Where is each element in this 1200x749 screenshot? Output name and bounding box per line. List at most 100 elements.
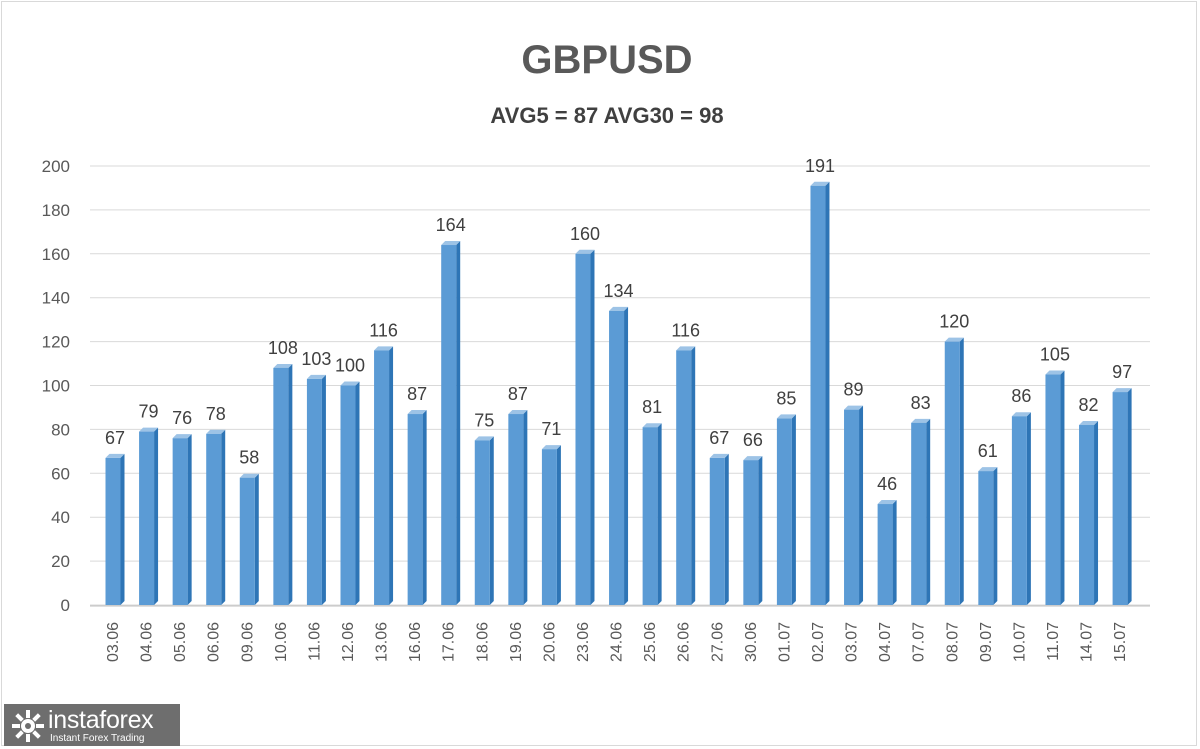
bar-side <box>758 456 763 605</box>
x-tick-label: 09.07 <box>978 622 995 662</box>
data-label: 85 <box>776 388 796 408</box>
bar-top <box>206 429 226 434</box>
data-label: 71 <box>541 419 561 439</box>
data-label: 103 <box>301 349 331 369</box>
y-tick-label: 20 <box>51 552 70 571</box>
data-label: 81 <box>642 397 662 417</box>
bar-front <box>642 427 658 605</box>
watermark-tagline: Instant Forex Trading <box>50 733 145 744</box>
x-tick-label: 10.06 <box>273 622 290 662</box>
x-tick-label: 27.06 <box>709 622 726 662</box>
y-tick-label: 60 <box>51 464 70 483</box>
bar-front <box>340 385 356 605</box>
data-label: 82 <box>1079 395 1099 415</box>
bar <box>575 249 595 606</box>
bar-top <box>1112 388 1132 393</box>
bar <box>374 346 394 605</box>
bar-front <box>911 422 927 605</box>
bar <box>1079 421 1099 605</box>
bar-top <box>273 363 293 368</box>
bar-front <box>1011 416 1027 605</box>
x-tick-label: 24.06 <box>609 622 626 662</box>
bar-side <box>456 241 461 605</box>
bar-front <box>508 414 524 605</box>
bar-front <box>374 350 390 605</box>
bar-side <box>1127 388 1132 605</box>
data-label: 89 <box>844 380 864 400</box>
bar-front <box>172 438 188 605</box>
y-tick-label: 140 <box>42 289 70 308</box>
bar-top <box>1011 412 1031 417</box>
bar <box>1112 388 1132 605</box>
data-label: 134 <box>604 281 634 301</box>
x-tick-label: 04.07 <box>877 622 894 662</box>
data-label: 67 <box>709 428 729 448</box>
bar-side <box>590 249 595 606</box>
instaforex-logo-icon <box>12 710 44 742</box>
data-label: 100 <box>335 356 365 376</box>
y-tick-label: 180 <box>42 201 70 220</box>
bar-side <box>691 346 696 605</box>
bar-side <box>926 418 931 605</box>
data-label: 87 <box>508 384 528 404</box>
bar-front <box>575 253 591 606</box>
bar-top <box>877 500 897 505</box>
chart-title: GBPUSD <box>521 38 693 82</box>
bar-side <box>791 414 796 605</box>
bar <box>877 500 897 605</box>
bar <box>911 418 931 605</box>
bar-top <box>810 181 830 186</box>
bar-front <box>609 310 625 605</box>
bar <box>206 429 226 605</box>
bar-side <box>321 374 326 605</box>
bar-top <box>340 381 360 386</box>
bar-top <box>407 410 427 415</box>
bar <box>642 423 662 605</box>
x-tick-label: 05.06 <box>172 622 189 662</box>
data-label: 86 <box>1011 386 1031 406</box>
bar-top <box>676 346 696 351</box>
data-label: 61 <box>978 441 998 461</box>
bar <box>676 346 696 605</box>
bar-front <box>776 418 792 605</box>
y-tick-label: 40 <box>51 508 70 527</box>
x-tick-label: 04.06 <box>139 622 156 662</box>
bar-top <box>978 467 998 472</box>
bar-side <box>422 410 427 605</box>
bar <box>441 241 461 605</box>
bar <box>105 453 125 605</box>
x-axis-ticks: 03.06 04.06 05.06 06.06 09.06 10.06 11.06 12.06… <box>105 622 1129 662</box>
bar-side <box>624 306 629 605</box>
data-label: 79 <box>139 402 159 422</box>
y-tick-label: 160 <box>42 245 70 264</box>
bar <box>1045 370 1065 605</box>
bar-top <box>306 374 326 379</box>
x-tick-label: 12.06 <box>340 622 357 662</box>
bar-top <box>374 346 394 351</box>
bar-side <box>154 427 159 605</box>
x-tick-label: 14.07 <box>1079 622 1096 662</box>
x-tick-label: 16.06 <box>407 622 424 662</box>
bar <box>139 427 159 605</box>
data-label: 76 <box>172 408 192 428</box>
x-tick-label: 30.06 <box>743 622 760 662</box>
bar <box>978 467 998 605</box>
data-label: 97 <box>1112 362 1132 382</box>
data-label: 67 <box>105 428 125 448</box>
x-tick-label: 15.07 <box>1112 622 1129 662</box>
data-label: 46 <box>877 474 897 494</box>
bar-top <box>474 436 494 441</box>
bar-side <box>825 181 830 605</box>
bar-side <box>120 453 125 605</box>
y-axis-ticks: 0 20 40 60 80 100 120 140 160 180 200 <box>42 157 70 615</box>
x-tick-label: 07.07 <box>911 622 928 662</box>
bar-top <box>575 249 595 254</box>
y-tick-label: 80 <box>51 420 70 439</box>
bar-top <box>609 306 629 311</box>
bar <box>944 337 964 605</box>
bar-front <box>206 433 222 605</box>
bar-front <box>541 449 557 605</box>
bar-top <box>105 453 125 458</box>
x-tick-label: 03.07 <box>844 622 861 662</box>
